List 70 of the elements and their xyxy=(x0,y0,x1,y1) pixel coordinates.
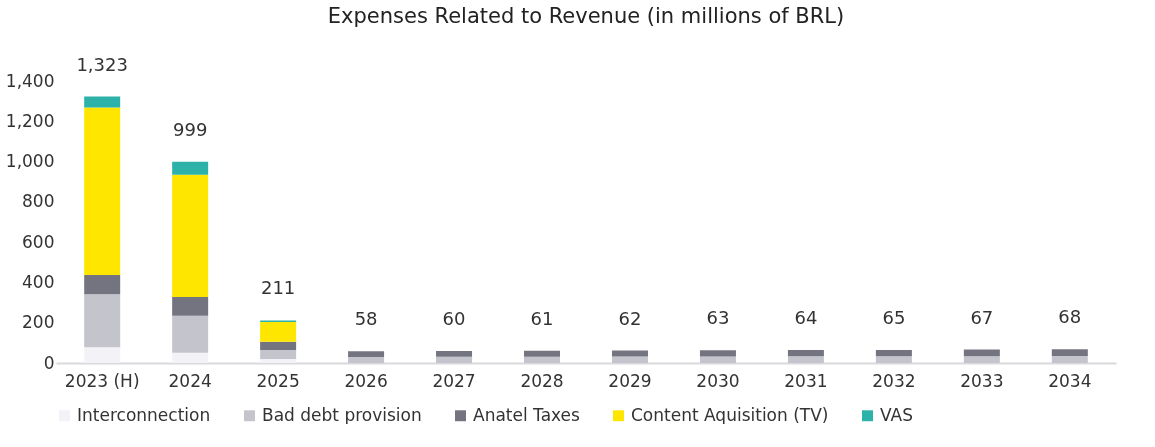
bar xyxy=(699,356,736,363)
bar xyxy=(436,350,473,357)
x-tick-label: 2031 xyxy=(784,370,828,391)
bar xyxy=(699,350,736,357)
x-tick-label: 2023 (H) xyxy=(64,370,140,391)
y-tick-label: 400 xyxy=(22,271,55,292)
bar xyxy=(172,161,209,175)
bar xyxy=(84,274,121,295)
bar xyxy=(611,356,648,363)
legend-label: Bad debt provision xyxy=(262,404,422,425)
x-tick-label: 2025 xyxy=(256,370,300,391)
bar xyxy=(172,352,209,363)
bar xyxy=(260,341,297,350)
bar xyxy=(787,356,824,363)
legend-label: Content Aquisition (TV) xyxy=(631,404,829,425)
bar xyxy=(84,347,121,363)
x-tick-label: 2029 xyxy=(608,370,652,391)
bar xyxy=(963,356,1000,363)
bar xyxy=(172,174,209,297)
total-label: 58 xyxy=(354,308,378,330)
total-label: 64 xyxy=(794,307,818,329)
bar xyxy=(348,356,385,363)
x-tick-label: 2027 xyxy=(432,370,476,391)
bar xyxy=(436,356,473,363)
total-label: 67 xyxy=(970,306,994,328)
total-label: 65 xyxy=(882,306,906,328)
total-label: 999 xyxy=(172,118,208,140)
x-tick-label: 2030 xyxy=(696,370,740,391)
x-tick-label: 2033 xyxy=(960,370,1004,391)
bar xyxy=(1051,355,1088,363)
bar xyxy=(172,296,209,316)
total-label: 63 xyxy=(706,307,730,329)
x-tick-label: 2032 xyxy=(872,370,916,391)
chart-title: Expenses Related to Revenue (in millions of BRL) xyxy=(327,3,845,28)
bar xyxy=(963,349,1000,357)
total-label: 61 xyxy=(530,307,554,329)
y-tick-label: 0 xyxy=(43,352,55,373)
y-tick-label: 1,200 xyxy=(5,110,55,131)
total-label: 211 xyxy=(260,277,296,299)
bar xyxy=(84,96,121,108)
y-tick-label: 200 xyxy=(22,312,55,333)
bar xyxy=(260,321,297,342)
bar xyxy=(84,107,121,275)
y-tick-label: 600 xyxy=(22,231,55,252)
legend-label: VAS xyxy=(880,404,913,425)
bar xyxy=(348,351,385,357)
total-label: 68 xyxy=(1058,306,1082,328)
bar xyxy=(84,294,121,348)
x-tick-label: 2034 xyxy=(1048,370,1092,391)
x-tick-label: 2026 xyxy=(344,370,388,391)
bar xyxy=(260,349,297,359)
bar xyxy=(875,349,912,357)
y-tick-label: 800 xyxy=(22,191,55,212)
bar xyxy=(260,358,297,363)
legend-label: Anatel Taxes xyxy=(473,404,581,425)
total-label: 62 xyxy=(618,307,642,329)
x-tick-label: 2028 xyxy=(520,370,564,391)
legend-label: Interconnection xyxy=(77,404,211,425)
y-tick-label: 1,400 xyxy=(5,70,55,91)
bar xyxy=(172,315,209,353)
x-tick-label: 2024 xyxy=(168,370,212,391)
total-label: 60 xyxy=(442,307,466,329)
bar xyxy=(1051,349,1088,356)
bar xyxy=(524,356,561,363)
bar xyxy=(787,350,824,357)
bar xyxy=(611,350,648,357)
y-tick-label: 1,000 xyxy=(5,151,55,172)
bar xyxy=(875,356,912,363)
total-label: 1,323 xyxy=(76,53,128,75)
bar xyxy=(524,350,561,357)
